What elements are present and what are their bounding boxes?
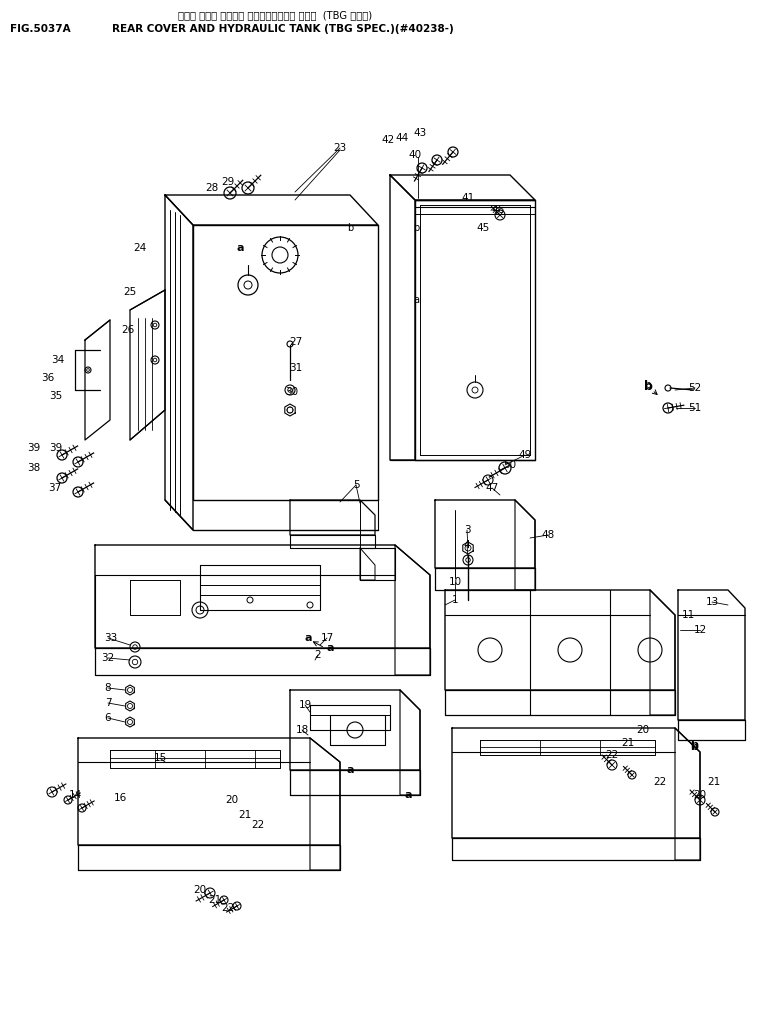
Text: 41: 41 <box>461 193 475 203</box>
Text: 22: 22 <box>222 903 235 913</box>
Text: 30: 30 <box>286 387 299 397</box>
Text: 16: 16 <box>114 793 126 803</box>
Text: b: b <box>690 742 698 752</box>
Text: 48: 48 <box>541 530 555 539</box>
Text: a: a <box>346 765 354 775</box>
Text: 22: 22 <box>653 777 667 787</box>
Text: 3: 3 <box>464 525 470 535</box>
Text: 31: 31 <box>290 363 303 373</box>
Text: 19: 19 <box>299 700 312 710</box>
Text: 17: 17 <box>320 633 334 643</box>
Text: a: a <box>236 243 244 253</box>
Text: 34: 34 <box>51 355 65 365</box>
Text: 44: 44 <box>395 133 408 143</box>
Text: 40: 40 <box>408 150 421 160</box>
Text: 13: 13 <box>706 597 719 607</box>
Text: 1: 1 <box>452 595 458 605</box>
Text: 14: 14 <box>69 790 82 800</box>
Text: 52: 52 <box>688 383 702 393</box>
Text: 21: 21 <box>239 810 251 820</box>
Text: 20: 20 <box>226 795 239 805</box>
Text: a: a <box>413 295 419 305</box>
Text: 29: 29 <box>222 177 235 187</box>
Text: 45: 45 <box>476 223 490 233</box>
Text: a: a <box>405 790 411 800</box>
Text: 26: 26 <box>121 325 135 335</box>
Text: 22: 22 <box>605 750 619 760</box>
Text: 15: 15 <box>153 753 167 763</box>
Text: 27: 27 <box>290 337 303 347</box>
Text: リヤー カバー および・ ハイト・ロリック タンク  (TBG ショウ): リヤー カバー および・ ハイト・ロリック タンク (TBG ショウ) <box>178 10 372 20</box>
Text: 39: 39 <box>50 443 62 453</box>
Text: 21: 21 <box>208 895 222 905</box>
Text: FIG.5037A: FIG.5037A <box>10 24 71 34</box>
Text: 21: 21 <box>621 738 635 748</box>
Text: 12: 12 <box>693 625 706 635</box>
Text: 37: 37 <box>48 483 62 493</box>
Text: 35: 35 <box>50 391 62 401</box>
Text: 25: 25 <box>123 287 136 297</box>
Text: 23: 23 <box>334 143 347 153</box>
Text: a: a <box>304 633 312 643</box>
Text: 4: 4 <box>464 539 470 550</box>
Text: 33: 33 <box>104 633 117 643</box>
Text: 8: 8 <box>104 683 111 693</box>
Text: b: b <box>645 380 652 390</box>
Text: 51: 51 <box>688 403 702 412</box>
Text: 20: 20 <box>194 885 207 895</box>
Text: b: b <box>690 740 698 750</box>
Text: b: b <box>347 223 353 233</box>
Text: 36: 36 <box>41 373 55 383</box>
Text: 43: 43 <box>413 128 427 138</box>
Text: 20: 20 <box>636 725 649 735</box>
Text: 6: 6 <box>104 713 111 723</box>
Text: 2: 2 <box>315 650 322 660</box>
Text: 5: 5 <box>353 480 360 490</box>
Text: 38: 38 <box>27 463 40 473</box>
Text: 7: 7 <box>104 698 111 708</box>
Text: 46: 46 <box>491 205 504 215</box>
Text: 28: 28 <box>206 183 219 193</box>
Text: 10: 10 <box>449 577 462 587</box>
Text: 32: 32 <box>101 653 114 663</box>
Text: 24: 24 <box>133 243 146 253</box>
Text: b: b <box>413 223 419 233</box>
Text: 42: 42 <box>381 135 395 145</box>
Text: 18: 18 <box>296 725 309 735</box>
Text: 20: 20 <box>693 790 706 800</box>
Text: 39: 39 <box>27 443 40 453</box>
Text: 21: 21 <box>707 777 721 787</box>
Text: 11: 11 <box>681 610 695 620</box>
Text: 22: 22 <box>251 820 264 830</box>
Text: 47: 47 <box>485 483 498 493</box>
Text: REAR COVER AND HYDRAULIC TANK (TBG SPEC.)(#40238-): REAR COVER AND HYDRAULIC TANK (TBG SPEC.… <box>112 24 453 34</box>
Text: 50: 50 <box>504 460 517 470</box>
Text: a: a <box>326 643 334 653</box>
Text: b: b <box>644 381 652 393</box>
Text: 49: 49 <box>518 450 532 460</box>
